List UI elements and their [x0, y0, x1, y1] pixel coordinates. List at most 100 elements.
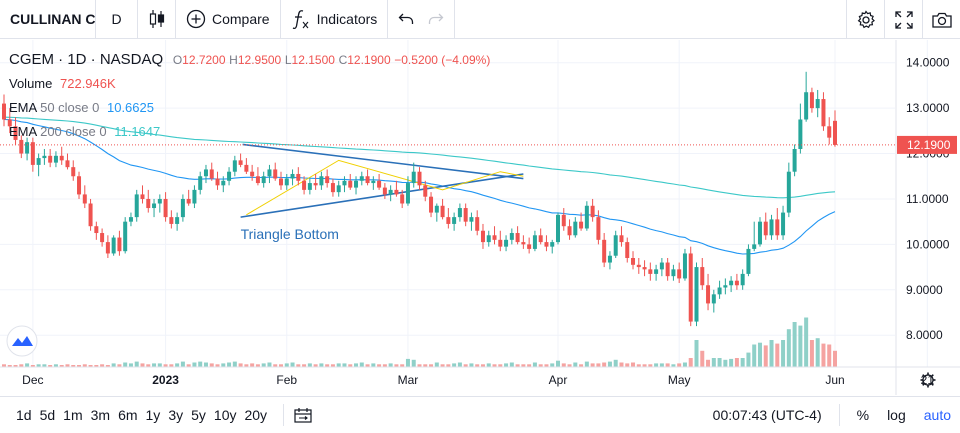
indicators-button[interactable]: Indicators — [281, 0, 389, 39]
volume-bar — [198, 361, 203, 367]
volume-bar — [400, 364, 405, 367]
legend-ema50-row[interactable]: EMA 50 close 0 10.6625 — [9, 96, 490, 120]
candle-body — [527, 244, 532, 249]
triangle-upper-line — [242, 143, 524, 180]
candle-body — [134, 194, 139, 218]
candle — [711, 289, 716, 313]
candle-body — [71, 167, 76, 177]
candle-body — [596, 217, 601, 240]
volume-bars — [2, 317, 837, 367]
candle — [596, 210, 601, 245]
candle — [227, 167, 232, 186]
volume-bar — [25, 363, 30, 367]
chart-pane[interactable]: Triangle Bottom 14.000013.000012.000011.… — [0, 40, 960, 395]
log-toggle[interactable]: log — [887, 407, 906, 423]
tv-logo-icon — [12, 336, 33, 346]
candle — [382, 183, 387, 199]
candle-body — [654, 269, 659, 274]
candle-body — [607, 255, 612, 263]
candle-body — [388, 189, 393, 195]
candle-body — [302, 180, 307, 190]
interval-button[interactable]: D — [96, 0, 138, 39]
volume-bar — [180, 361, 185, 367]
divider — [838, 404, 840, 426]
candle — [30, 137, 35, 172]
candle-body — [59, 155, 64, 161]
triangle-pattern[interactable]: Triangle Bottom — [240, 143, 524, 242]
candle — [827, 117, 832, 145]
triangle-zigzag — [246, 159, 524, 216]
clock-display[interactable]: 00:07:43 (UTC-4) — [712, 407, 822, 423]
range-20y[interactable]: 20y — [244, 407, 268, 423]
settings-button[interactable] — [846, 0, 884, 39]
redo-icon[interactable] — [428, 12, 444, 26]
volume-bar — [429, 364, 434, 367]
range-10y[interactable]: 10y — [213, 407, 237, 423]
volume-bar — [405, 358, 410, 367]
candle — [13, 117, 18, 145]
candle — [804, 71, 809, 122]
range-6m[interactable]: 6m — [118, 407, 138, 423]
range-3y[interactable]: 3y — [168, 407, 184, 423]
volume-bar — [619, 362, 624, 367]
volume-bar — [250, 363, 255, 367]
candle-body — [723, 285, 728, 288]
candle-body — [734, 280, 739, 286]
volume-bar — [821, 343, 826, 367]
legend-ema200-val: 11.1647 — [114, 124, 161, 139]
fullscreen-button[interactable] — [884, 0, 922, 39]
range-3m[interactable]: 3m — [90, 407, 111, 423]
candle — [682, 248, 687, 281]
chart-type-button[interactable] — [138, 0, 176, 39]
candle-body — [19, 139, 24, 154]
volume-bar — [717, 358, 722, 367]
volume-bar — [642, 364, 647, 367]
range-1m[interactable]: 1m — [63, 407, 83, 423]
candle — [330, 178, 335, 197]
time-axis[interactable]: Dec 2023 Feb Mar Apr May Jun 21 — [0, 325, 960, 388]
candle-body — [700, 267, 705, 286]
symbol-search-button[interactable]: CULLINAN C — [0, 0, 96, 39]
price-axis[interactable]: 14.000013.000012.000011.000010.00009.000… — [895, 40, 957, 395]
volume-bar — [284, 363, 289, 367]
legend-ema200-row[interactable]: EMA 200 close 0 11.1647 — [9, 120, 490, 144]
candle — [717, 280, 722, 299]
volume-bar — [434, 362, 439, 367]
volume-bar — [2, 364, 6, 367]
candle-body — [706, 285, 711, 304]
volume-bar — [290, 362, 295, 367]
snapshot-button[interactable] — [922, 0, 960, 39]
candle — [267, 164, 272, 184]
volume-bar — [273, 364, 278, 367]
fullscreen-icon — [894, 10, 913, 29]
candle-body — [77, 176, 82, 195]
candle-body — [88, 203, 93, 227]
candle-body — [792, 149, 797, 172]
percent-toggle[interactable]: % — [856, 407, 870, 423]
candle-body — [203, 169, 208, 177]
legend-volume-row[interactable]: Volume 722.946K — [9, 72, 490, 96]
candle-body — [209, 169, 214, 179]
price-chart[interactable]: Triangle Bottom 14.000013.000012.000011.… — [0, 40, 960, 395]
candle — [786, 162, 791, 218]
candle — [631, 251, 636, 270]
volume-bar — [786, 329, 791, 367]
date-range-icon[interactable] — [294, 407, 312, 423]
candle — [544, 235, 549, 252]
range-1d[interactable]: 1d — [16, 407, 32, 423]
candle-body — [342, 180, 347, 186]
candle — [607, 251, 612, 270]
tv-logo-icon — [6, 325, 38, 357]
range-1y[interactable]: 1y — [145, 407, 161, 423]
candle-body — [752, 244, 757, 249]
candle-body — [325, 176, 330, 184]
candle — [42, 149, 47, 165]
compare-button[interactable]: Compare — [176, 0, 281, 39]
x-tick-label: May — [668, 373, 691, 387]
candle — [636, 258, 641, 274]
candle — [359, 171, 364, 186]
range-5y[interactable]: 5y — [191, 407, 206, 423]
range-5d[interactable]: 5d — [39, 407, 56, 423]
undo-icon[interactable] — [398, 12, 414, 26]
auto-toggle[interactable]: auto — [923, 407, 951, 423]
